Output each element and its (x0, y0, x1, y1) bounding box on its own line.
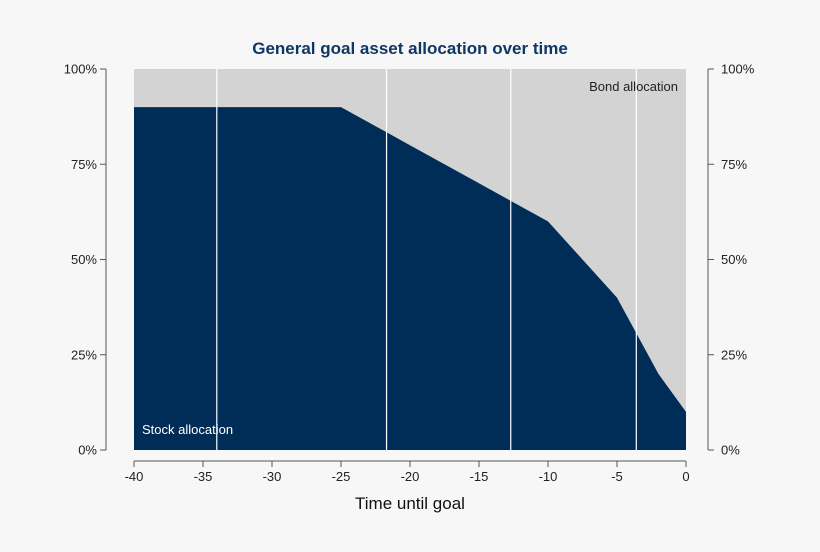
y-tick-label-left: 50% (71, 252, 97, 267)
y-tick-label-right: 0% (721, 443, 740, 458)
x-tick-label: -35 (194, 469, 213, 484)
axes: 0% 0% 25% 25% 50% 50% 75% 75% 100% 100% -40 -35 -30 -… (64, 62, 755, 485)
y-tick-label-right: 50% (721, 252, 747, 267)
stock-area (134, 107, 686, 450)
x-tick-label: -15 (470, 469, 489, 484)
bond-allocation-label: Bond allocation (589, 79, 678, 94)
x-tick-label: 0 (682, 469, 689, 484)
y-tick-label-left: 25% (71, 347, 97, 362)
x-tick-label: -10 (539, 469, 558, 484)
plot-area: Stock allocation Bond allocation (134, 69, 686, 450)
chart-title: General goal asset allocation over time (252, 39, 568, 58)
y-tick-label-left: 100% (64, 62, 98, 77)
x-axis-label: Time until goal (355, 494, 465, 513)
x-tick-label: -30 (263, 469, 282, 484)
stock-allocation-label: Stock allocation (142, 422, 233, 437)
y-tick-label-left: 0% (78, 443, 97, 458)
x-tick-label: -5 (611, 469, 623, 484)
bond-area (134, 69, 686, 412)
x-tick-label: -25 (332, 469, 351, 484)
x-tick-label: -20 (401, 469, 420, 484)
y-tick-label-left: 75% (71, 157, 97, 172)
y-tick-label-right: 25% (721, 347, 747, 362)
y-tick-label-right: 100% (721, 62, 755, 77)
x-tick-label: -40 (125, 469, 144, 484)
y-tick-label-right: 75% (721, 157, 747, 172)
